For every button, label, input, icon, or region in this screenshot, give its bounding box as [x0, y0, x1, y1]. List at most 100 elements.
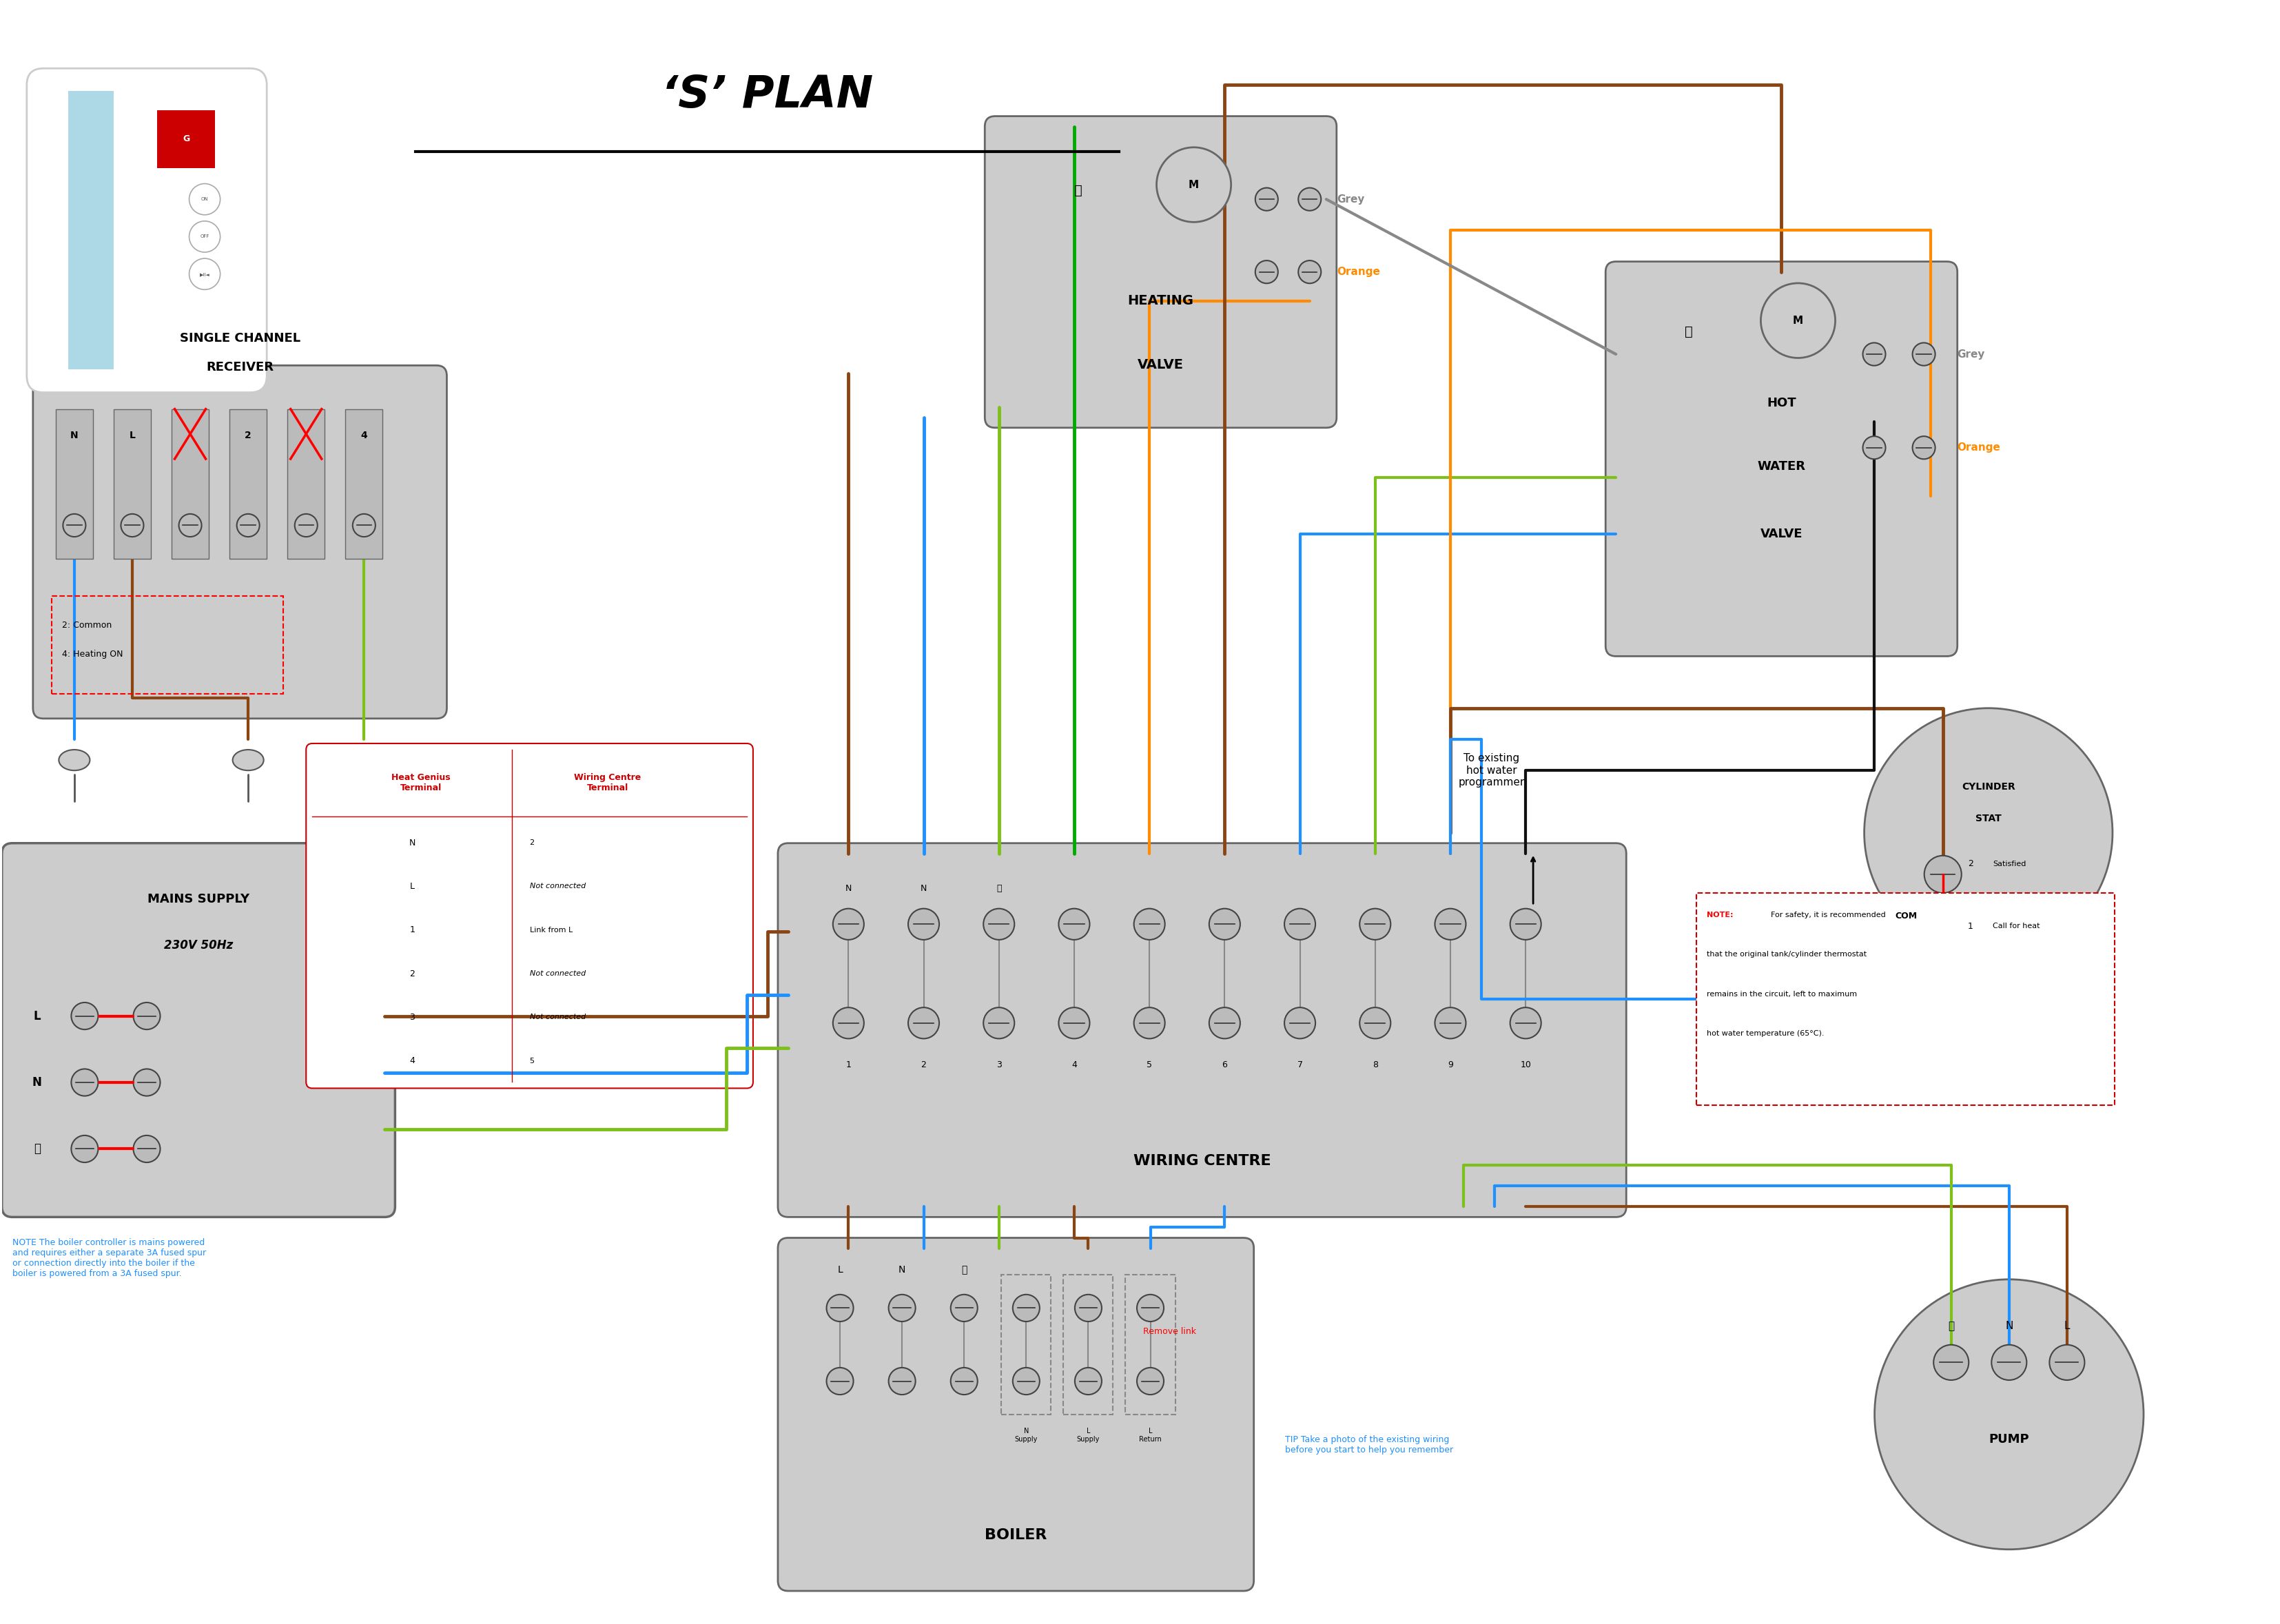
- Text: To existing
hot water
programmer: To existing hot water programmer: [1459, 754, 1525, 788]
- Text: BOILER: BOILER: [985, 1528, 1047, 1541]
- FancyBboxPatch shape: [306, 744, 752, 1088]
- Circle shape: [1863, 343, 1886, 365]
- Text: ⏚: ⏚: [1074, 184, 1083, 197]
- Circle shape: [983, 908, 1015, 940]
- Bar: [1001, 1275, 1051, 1415]
- Circle shape: [1256, 260, 1279, 283]
- Text: 1: 1: [410, 926, 415, 934]
- Text: Not connected: Not connected: [529, 883, 586, 890]
- Circle shape: [1359, 908, 1391, 940]
- Ellipse shape: [59, 750, 89, 770]
- Text: WIRING CENTRE: WIRING CENTRE: [1133, 1155, 1270, 1168]
- Circle shape: [71, 1069, 98, 1096]
- Bar: [55, 409, 93, 559]
- Text: G: G: [182, 135, 189, 143]
- Text: ⏚: ⏚: [962, 1265, 967, 1275]
- Text: L
Return: L Return: [1140, 1427, 1161, 1442]
- Text: L: L: [34, 1010, 41, 1021]
- FancyBboxPatch shape: [1605, 261, 1956, 656]
- Circle shape: [64, 513, 87, 538]
- Circle shape: [178, 513, 201, 538]
- Text: 4: Heating ON: 4: Heating ON: [62, 650, 123, 659]
- Circle shape: [828, 1294, 853, 1322]
- Circle shape: [189, 184, 221, 214]
- Text: L: L: [130, 430, 135, 440]
- Circle shape: [1208, 908, 1240, 940]
- Circle shape: [1913, 437, 1936, 460]
- Text: remains in the circuit, left to maximum: remains in the circuit, left to maximum: [1708, 991, 1858, 997]
- Text: Heat Genius
Terminal: Heat Genius Terminal: [392, 773, 451, 793]
- Text: N: N: [71, 430, 78, 440]
- Circle shape: [832, 1007, 864, 1039]
- Text: L: L: [410, 882, 415, 892]
- Text: N: N: [32, 1077, 41, 1088]
- Circle shape: [132, 1002, 160, 1030]
- Circle shape: [889, 1294, 917, 1322]
- Circle shape: [1012, 1367, 1040, 1395]
- FancyBboxPatch shape: [985, 117, 1336, 427]
- Circle shape: [1863, 437, 1886, 460]
- Text: L: L: [837, 1265, 844, 1275]
- Bar: [230, 409, 267, 559]
- Circle shape: [832, 908, 864, 940]
- Text: 9: 9: [1448, 1060, 1452, 1069]
- Text: CYLINDER: CYLINDER: [1961, 783, 2016, 793]
- Circle shape: [189, 258, 221, 289]
- Text: 2: Common: 2: Common: [62, 620, 112, 630]
- Text: VALVE: VALVE: [1760, 528, 1803, 539]
- Text: ⏚: ⏚: [996, 883, 1001, 893]
- Text: VALVE: VALVE: [1138, 359, 1183, 372]
- Text: PUMP: PUMP: [1988, 1432, 2029, 1445]
- Text: M: M: [1188, 180, 1199, 190]
- Text: 3: 3: [410, 1013, 415, 1021]
- Bar: [344, 409, 383, 559]
- FancyBboxPatch shape: [777, 1237, 1254, 1592]
- Text: ‘S’ PLAN: ‘S’ PLAN: [661, 75, 873, 117]
- Circle shape: [1874, 1280, 2143, 1549]
- Circle shape: [1933, 1345, 1968, 1380]
- FancyBboxPatch shape: [32, 365, 447, 718]
- Text: L: L: [2063, 1320, 2070, 1332]
- Circle shape: [1865, 708, 2114, 958]
- Circle shape: [71, 1135, 98, 1163]
- Text: NOTE:: NOTE:: [1708, 911, 1733, 919]
- Bar: [171, 409, 210, 559]
- Text: Not connected: Not connected: [529, 1013, 586, 1020]
- Text: ⏚: ⏚: [1685, 325, 1692, 338]
- Text: L
Supply: L Supply: [1076, 1427, 1099, 1442]
- Text: 3: 3: [996, 1060, 1001, 1069]
- Circle shape: [294, 513, 317, 538]
- Text: 4: 4: [410, 1056, 415, 1065]
- Text: 4: 4: [360, 430, 367, 440]
- Circle shape: [907, 908, 939, 940]
- Circle shape: [2050, 1345, 2084, 1380]
- Circle shape: [889, 1367, 917, 1395]
- Text: HEATING: HEATING: [1129, 294, 1195, 307]
- Bar: [1126, 1275, 1174, 1415]
- Circle shape: [1359, 1007, 1391, 1039]
- Text: STAT: STAT: [1974, 814, 2002, 823]
- Circle shape: [1058, 908, 1090, 940]
- Circle shape: [1074, 1294, 1101, 1322]
- Text: ON: ON: [201, 197, 207, 201]
- Text: Orange: Orange: [1336, 266, 1379, 278]
- Text: 2: 2: [244, 430, 251, 440]
- Circle shape: [1509, 1007, 1541, 1039]
- Text: that the original tank/cylinder thermostat: that the original tank/cylinder thermost…: [1708, 952, 1867, 958]
- Circle shape: [907, 1007, 939, 1039]
- Text: N
Supply: N Supply: [1015, 1427, 1037, 1442]
- Circle shape: [1297, 260, 1320, 283]
- Circle shape: [1156, 148, 1231, 222]
- Text: 8: 8: [1373, 1060, 1377, 1069]
- FancyBboxPatch shape: [2, 843, 394, 1216]
- Text: 5: 5: [529, 1057, 534, 1064]
- Circle shape: [1924, 908, 1961, 945]
- Text: ⏚: ⏚: [1947, 1320, 1954, 1332]
- Circle shape: [951, 1294, 978, 1322]
- Circle shape: [1297, 188, 1320, 211]
- Circle shape: [1133, 1007, 1165, 1039]
- Text: 1: 1: [846, 1060, 850, 1069]
- Text: Not connected: Not connected: [529, 970, 586, 978]
- Circle shape: [132, 1135, 160, 1163]
- Circle shape: [1012, 1294, 1040, 1322]
